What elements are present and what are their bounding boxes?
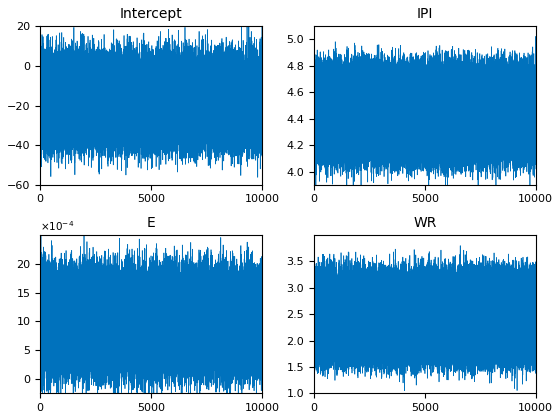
- Text: $\times10^{-4}$: $\times10^{-4}$: [40, 220, 74, 233]
- Title: WR: WR: [413, 215, 436, 230]
- Title: Intercept: Intercept: [120, 7, 183, 21]
- Title: E: E: [147, 215, 155, 230]
- Title: IPI: IPI: [417, 7, 433, 21]
